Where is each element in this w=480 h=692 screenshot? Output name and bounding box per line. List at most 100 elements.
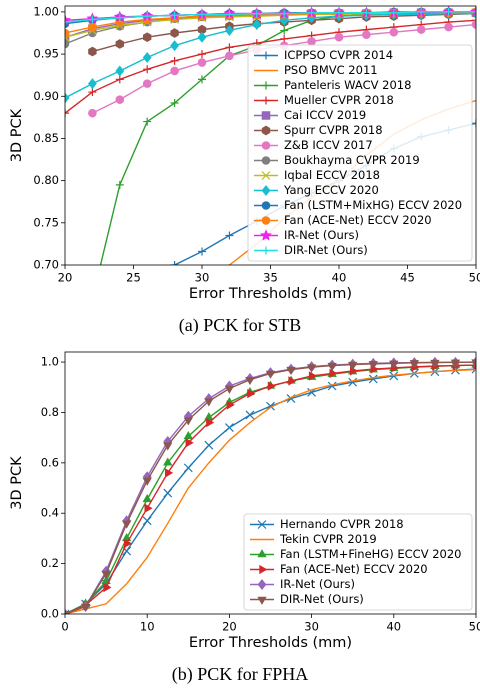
- data-point: [225, 43, 234, 52]
- data-point: [471, 359, 476, 368]
- axes-frame: [64, 5, 477, 266]
- data-point: [61, 320, 69, 328]
- y-axis-label: 3D PCK: [9, 456, 25, 510]
- legend-marker: [261, 216, 271, 225]
- data-point: [416, 25, 426, 34]
- x-axis-label: Error Thresholds (mm): [189, 286, 352, 302]
- data-point: [197, 58, 207, 67]
- y-tick-label: 0.80: [33, 173, 59, 187]
- data-point: [88, 307, 96, 315]
- x-tick-label: 25: [126, 271, 141, 285]
- legend-label: Boukhayma CVPR 2019: [284, 153, 420, 167]
- legend-label: Fan (LSTM+MixHG) ECCV 2020: [284, 198, 462, 212]
- data-point: [265, 370, 276, 379]
- data-point: [307, 8, 316, 17]
- data-point: [245, 410, 255, 420]
- data-point: [362, 8, 371, 17]
- data-point: [417, 7, 426, 16]
- data-point: [389, 360, 399, 369]
- x-tick-label: 45: [400, 271, 415, 285]
- series-line: [65, 11, 476, 23]
- data-point: [65, 28, 70, 38]
- legend-marker: [261, 201, 271, 210]
- data-point: [334, 32, 344, 42]
- data-point: [170, 66, 179, 76]
- data-point: [65, 18, 69, 27]
- data-point: [142, 79, 152, 88]
- data-point: [144, 503, 153, 513]
- data-point: [225, 51, 234, 61]
- data-point: [224, 423, 234, 433]
- data-point: [170, 56, 179, 65]
- x-tick-label: 10: [140, 620, 155, 634]
- data-point: [197, 31, 207, 43]
- data-point: [225, 24, 234, 36]
- x-axis-label: Error Thresholds (mm): [189, 635, 352, 651]
- data-point: [163, 488, 173, 498]
- x-tick-label: 20: [58, 271, 73, 285]
- legend-label: Fan (ACE-Net) ECCV 2020: [284, 213, 432, 227]
- legend-marker: [257, 579, 267, 590]
- data-point: [183, 430, 193, 440]
- x-tick-label: 30: [304, 620, 319, 634]
- series-line: [65, 368, 476, 614]
- y-tick-label: 0.2: [41, 556, 59, 570]
- data-point: [252, 19, 262, 31]
- data-point: [101, 570, 111, 580]
- data-point: [444, 22, 453, 32]
- data-point: [115, 65, 125, 77]
- legend-label: ICPPSO CVPR 2014: [284, 48, 393, 62]
- y-tick-label: 0.85: [33, 131, 59, 145]
- data-point: [170, 11, 179, 20]
- data-point: [143, 117, 152, 126]
- legend-label: IR-Net (Ours): [284, 228, 359, 242]
- legend-label: Hernando CVPR 2018: [280, 517, 404, 531]
- data-point: [170, 261, 179, 265]
- data-point: [204, 412, 214, 421]
- legend-label: Tekin CVPR 2019: [279, 532, 377, 546]
- data-point: [143, 32, 152, 43]
- data-point: [185, 438, 194, 448]
- data-point: [183, 417, 193, 426]
- data-point: [348, 361, 358, 370]
- data-point: [225, 231, 234, 240]
- data-point: [204, 440, 214, 450]
- x-tick-label: 40: [332, 271, 347, 285]
- legend-marker: [262, 246, 270, 255]
- data-point: [245, 377, 255, 386]
- legend-label: Fan (ACE-Net) ECCV 2020: [280, 562, 428, 576]
- data-point: [280, 26, 289, 35]
- data-point: [65, 109, 69, 118]
- data-point: [329, 368, 338, 379]
- data-point: [280, 9, 289, 18]
- data-point: [143, 12, 152, 21]
- data-point: [65, 92, 70, 104]
- legend-marker: [261, 111, 271, 120]
- data-point: [471, 20, 476, 29]
- legend-marker: [261, 125, 271, 136]
- y-tick-label: 0.0: [41, 607, 59, 621]
- data-point: [327, 381, 337, 391]
- data-point: [252, 9, 261, 18]
- chart-panel: 20 25 30 35 40 45 50 0.70 0.75 0.80 0.85 0.90 0.95 1.…: [9, 4, 480, 336]
- y-tick-label: 0.6: [41, 455, 59, 469]
- plot-area: [61, 6, 476, 328]
- data-point: [198, 75, 206, 84]
- data-point: [450, 359, 461, 368]
- y-tick-label: 1.0: [41, 355, 59, 369]
- series-line: [65, 12, 476, 38]
- data-point: [88, 46, 97, 57]
- data-point: [307, 37, 316, 46]
- data-point: [389, 8, 398, 17]
- data-point: [88, 108, 97, 118]
- legend-marker: [262, 96, 270, 105]
- legend-label: Z&B ICCV 2017: [284, 138, 373, 152]
- data-point: [327, 362, 337, 371]
- data-point: [226, 400, 235, 410]
- legend-label: Cai ICCV 2019: [284, 108, 366, 122]
- data-point: [198, 50, 206, 59]
- x-tick-label: 30: [195, 271, 210, 285]
- legend-label: Yang ECCV 2020: [283, 183, 379, 197]
